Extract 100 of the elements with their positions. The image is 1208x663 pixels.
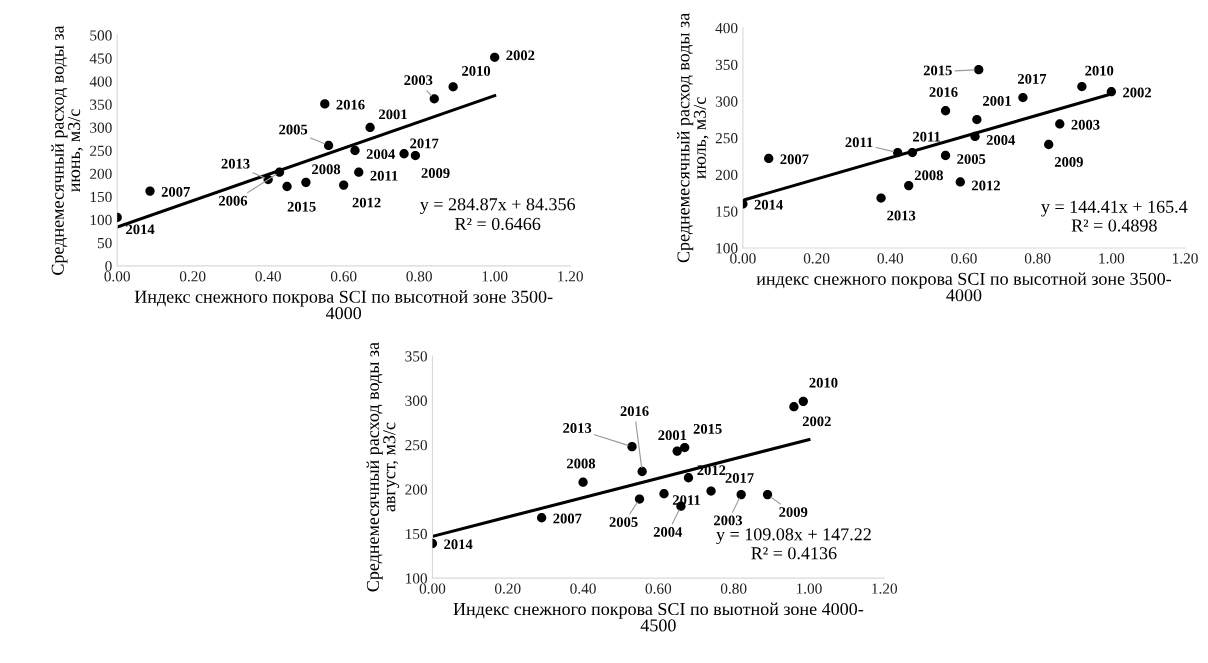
y-tick-label: 450 — [89, 53, 112, 64]
x-tick-label: 1.00 — [1099, 253, 1125, 264]
point — [354, 167, 364, 177]
annotation: 2017 — [410, 138, 439, 149]
y-tick-label: 250 — [405, 440, 428, 451]
annotation: 2003 — [1071, 119, 1100, 130]
annotation: 2009 — [1054, 157, 1083, 167]
annotation: 2008 — [914, 170, 943, 181]
annotation: 2007 — [780, 154, 809, 165]
y-tick-label: 0 — [105, 261, 112, 272]
point — [683, 473, 694, 483]
point — [627, 441, 637, 452]
annotation: 2007 — [553, 513, 582, 524]
annotation: 2013 — [221, 158, 250, 169]
x-tick-label: 0.20 — [179, 271, 206, 282]
point — [274, 167, 285, 177]
annotation: 2015 — [287, 201, 316, 212]
point — [490, 52, 500, 62]
annotation: R² = 0.4898 — [1071, 219, 1157, 232]
annotation: 2015 — [693, 423, 722, 434]
y-tick-label: 250 — [715, 133, 738, 144]
point — [764, 153, 774, 164]
point — [970, 131, 980, 142]
y-tick-label: 350 — [405, 351, 428, 362]
point — [634, 494, 645, 504]
annotation: 2013 — [563, 423, 592, 433]
point — [1018, 92, 1028, 103]
point — [762, 489, 773, 500]
x-tick-label: 1.20 — [872, 583, 898, 594]
annotation: 2005 — [609, 517, 638, 527]
y-tick-label: 100 — [716, 243, 738, 254]
point — [429, 94, 439, 104]
y-tick-label: 150 — [406, 528, 428, 540]
point — [448, 82, 458, 92]
x-axis-title: индекс снежного покрова SCI по высотной зоне 3500- 4000 — [756, 272, 1172, 302]
point — [940, 150, 951, 161]
point — [323, 140, 334, 151]
annotation: 2010 — [1085, 65, 1114, 76]
y-tick-label: 500 — [90, 30, 112, 41]
point — [578, 477, 588, 487]
y-tick-label: 400 — [89, 76, 112, 87]
annotation: 2005 — [957, 154, 986, 164]
y-tick-label: 150 — [90, 191, 112, 203]
annotation: 2014 — [754, 199, 783, 210]
y-tick-label: 250 — [90, 145, 112, 156]
point — [904, 180, 914, 191]
annotation: 2002 — [1123, 87, 1152, 98]
y-tick-label: 100 — [90, 214, 112, 226]
point — [1077, 81, 1087, 92]
annotation: 2008 — [567, 458, 596, 469]
annotation: 2015 — [923, 65, 952, 76]
y-axis-title: Среднемесячный расход воды за июль, м3/с — [677, 13, 709, 263]
annotation: R² = 0.4136 — [751, 547, 837, 560]
x-tick-label: 1.20 — [558, 271, 583, 282]
annotation: 2010 — [462, 66, 491, 76]
annotation: 2003 — [404, 75, 433, 86]
annotation: 2005 — [279, 124, 308, 135]
point — [145, 186, 155, 196]
annotation: 2011 — [845, 137, 873, 148]
annotation: 2001 — [379, 109, 407, 120]
x-tick-label: 0.00 — [419, 583, 446, 594]
annotation: 2011 — [370, 170, 398, 181]
point — [1106, 87, 1117, 97]
annotation: 2003 — [714, 515, 743, 526]
point — [955, 177, 965, 187]
annotation: 2017 — [725, 473, 754, 483]
point — [1055, 119, 1065, 129]
annotation: 2016 — [929, 87, 958, 98]
annotation: y = 144.41x + 165.4 — [1041, 200, 1188, 217]
y-tick-label: 300 — [405, 395, 428, 406]
point — [974, 65, 984, 75]
y-tick-label: 400 — [715, 22, 738, 34]
point — [282, 181, 292, 192]
annotation: 2009 — [421, 168, 450, 178]
point — [680, 442, 690, 453]
y-tick-label: 300 — [715, 96, 738, 107]
point — [672, 446, 682, 456]
point — [876, 193, 886, 203]
y-tick-label: 350 — [90, 99, 112, 110]
point — [1044, 139, 1054, 150]
x-tick-label: 0.60 — [645, 583, 672, 594]
point — [350, 145, 360, 156]
x-tick-label: 0.40 — [255, 271, 281, 282]
point — [798, 396, 808, 406]
point — [536, 513, 547, 523]
annotation: 2004 — [653, 527, 683, 537]
x-tick-label: 0.80 — [1024, 253, 1051, 264]
point — [706, 486, 716, 496]
y-tick-label: 200 — [90, 168, 112, 180]
annotation: y = 109.08x + 147.22 — [716, 528, 871, 545]
annotation: 2016 — [620, 406, 649, 417]
annotation: y = 284.87x + 84.356 — [420, 198, 576, 215]
annotation: 2014 — [126, 224, 155, 235]
y-tick-label: 100 — [406, 573, 428, 584]
x-axis-title: Индекс снежного покрова SCI по выотной зоне 4000- 4500 — [453, 602, 864, 632]
annotation: 2012 — [352, 197, 381, 208]
annotation: 2002 — [506, 50, 535, 61]
annotation: 2011 — [913, 131, 941, 142]
annotation: 2004 — [986, 135, 1016, 145]
annotation: 2010 — [809, 377, 838, 388]
